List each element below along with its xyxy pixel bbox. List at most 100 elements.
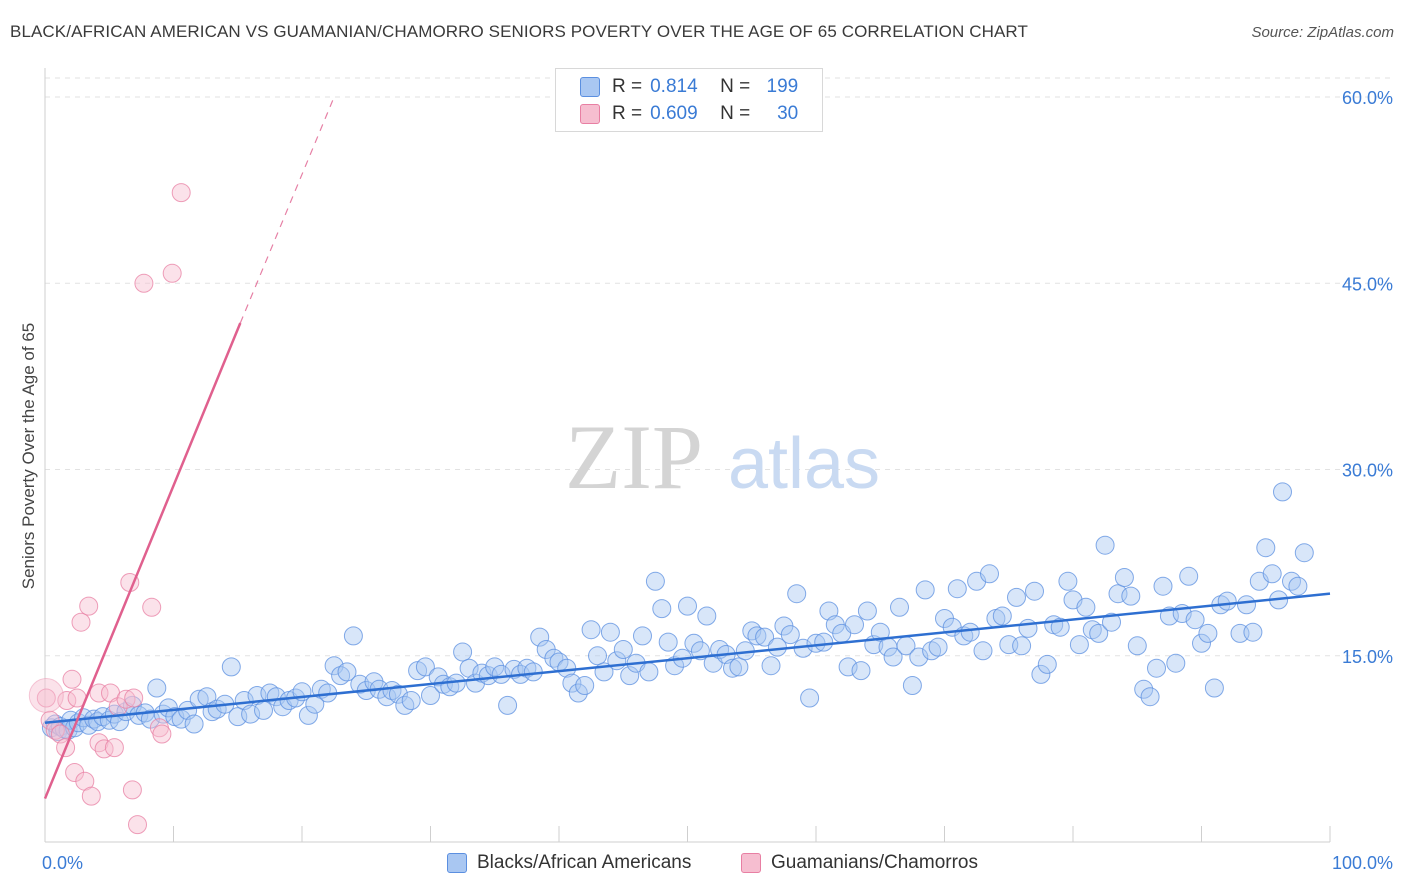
blue-point <box>221 657 241 677</box>
blue-point <box>1153 576 1173 596</box>
legend: R = 0.814 N = 199 R = 0.609 N = 30 <box>555 68 823 132</box>
legend-r-label: R = <box>612 76 643 97</box>
legend-row-guamanians: R = 0.609 N = 30 <box>580 101 798 127</box>
blue-point <box>1288 576 1308 596</box>
tick-labels: 15.0% 30.0% 45.0% 60.0% 0.0% 100.0% <box>42 88 1393 873</box>
blue-point <box>883 647 903 667</box>
legend-swatch-guamanians <box>580 104 600 124</box>
blue-point <box>980 564 999 584</box>
blue-point <box>337 662 357 682</box>
blue-point <box>814 632 834 652</box>
blue-point <box>697 606 717 626</box>
blue-point <box>1058 571 1078 591</box>
watermark-zip: ZIP <box>565 406 703 508</box>
blue-point <box>1166 653 1186 673</box>
blue-point <box>838 657 858 677</box>
blue-point <box>1025 581 1044 601</box>
blue-point <box>960 622 980 642</box>
legend-n-value: 199 <box>766 76 799 97</box>
blue-point <box>613 640 633 659</box>
blue-point <box>1204 678 1224 698</box>
blue-point <box>1095 535 1115 555</box>
blue-point <box>973 641 993 661</box>
blue-point <box>658 632 678 652</box>
blue-point <box>298 705 318 725</box>
legend-n-label: N = <box>720 103 751 124</box>
watermark: ZIP atlas <box>565 406 880 508</box>
pink-trend-line <box>43 322 242 800</box>
blue-point <box>915 580 935 600</box>
blue-point <box>787 584 807 604</box>
blue-point <box>498 695 518 715</box>
blue-point <box>1007 587 1026 607</box>
blue-point <box>928 637 948 657</box>
blue-point <box>645 571 665 591</box>
pink-point <box>162 263 182 283</box>
blue-point <box>1031 664 1051 684</box>
blue-point <box>890 597 909 617</box>
bottom-legend-blacks: Blacks/African Americans <box>447 852 691 874</box>
y-tick-label: 45.0% <box>1342 274 1393 294</box>
blue-point <box>1294 543 1314 563</box>
pink-point <box>79 596 99 616</box>
blue-point <box>557 658 577 678</box>
legend-r-value: 0.609 <box>650 103 698 124</box>
blue-point <box>729 657 749 677</box>
blue-point <box>857 601 877 621</box>
pink-point <box>104 738 124 758</box>
pink-point <box>94 739 114 759</box>
blue-point <box>1069 635 1089 655</box>
blue-point <box>1089 623 1109 643</box>
blue-point <box>909 647 929 667</box>
y-tick-label: 30.0% <box>1342 461 1393 481</box>
bottom-legend-label-blacks: Blacks/African Americans <box>477 852 692 873</box>
y-tick-label: 60.0% <box>1342 88 1393 108</box>
blue-point <box>1018 618 1038 638</box>
blue-point <box>1140 687 1160 707</box>
blue-trend-line <box>44 592 1331 725</box>
blue-point <box>684 633 704 653</box>
blue-point <box>992 606 1012 626</box>
trend-lines <box>43 96 1331 800</box>
blue-point <box>947 579 967 599</box>
blue-point <box>723 658 742 678</box>
pink-trend-line-extension <box>239 96 335 324</box>
blue-point <box>851 661 871 681</box>
pink-point <box>124 688 144 708</box>
blue-point <box>1273 482 1292 502</box>
blue-point <box>568 683 588 703</box>
blue-point <box>1243 622 1263 642</box>
pink-point <box>122 780 142 800</box>
legend-n-value: 30 <box>777 103 799 124</box>
blue-point <box>241 704 261 724</box>
blue-point <box>491 664 511 684</box>
blue-point <box>45 714 65 734</box>
blue-point <box>1262 564 1282 584</box>
blue-point <box>742 621 762 641</box>
blue-point <box>1050 617 1070 637</box>
blue-point <box>331 666 351 686</box>
source-label: Source: ZipAtlas.com <box>1251 24 1394 41</box>
blue-point <box>747 626 767 646</box>
blue-point <box>1179 566 1199 586</box>
pink-point <box>81 786 101 806</box>
blue-point <box>870 622 890 642</box>
blue-point <box>620 666 640 686</box>
blue-point <box>1192 633 1211 653</box>
blue-point <box>1012 636 1032 656</box>
blue-point <box>1134 679 1154 699</box>
blue-point <box>575 676 595 695</box>
blue-point <box>1282 571 1301 591</box>
blue-point <box>1121 586 1141 606</box>
blue-point <box>1217 591 1237 611</box>
blue-point <box>588 646 607 666</box>
bottom-legend-swatch-blacks <box>447 853 467 873</box>
y-tick-label: 15.0% <box>1342 647 1393 667</box>
legend-swatch-blacks <box>580 77 600 97</box>
bottom-legend-label-guamanians: Guamanians/Chamorros <box>771 852 978 873</box>
blue-point <box>382 681 402 700</box>
blue-point <box>1102 612 1121 632</box>
blue-point <box>800 688 820 708</box>
x-tick-label: 100.0% <box>1332 853 1393 873</box>
blue-point <box>1185 610 1205 630</box>
